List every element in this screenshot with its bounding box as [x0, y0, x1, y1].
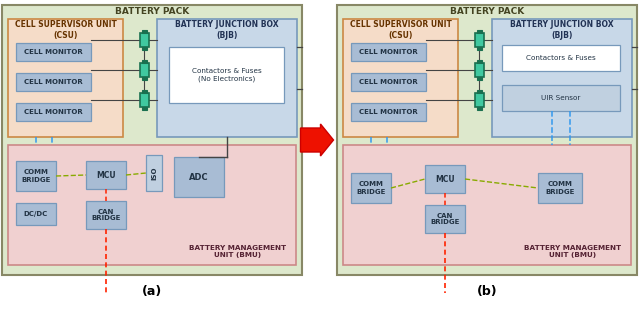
- Text: COMM
BRIDGE: COMM BRIDGE: [545, 182, 575, 195]
- FancyBboxPatch shape: [337, 5, 637, 275]
- Text: BATTERY MANAGEMENT
UNIT (BMU): BATTERY MANAGEMENT UNIT (BMU): [524, 245, 621, 258]
- FancyBboxPatch shape: [140, 93, 148, 107]
- FancyBboxPatch shape: [8, 19, 123, 137]
- FancyBboxPatch shape: [477, 90, 481, 93]
- Text: BATTERY MANAGEMENT
UNIT (BMU): BATTERY MANAGEMENT UNIT (BMU): [189, 245, 287, 258]
- FancyBboxPatch shape: [492, 19, 632, 137]
- Text: COMM
BRIDGE: COMM BRIDGE: [356, 182, 386, 195]
- Text: CELL MONITOR: CELL MONITOR: [359, 49, 418, 55]
- Text: BATTERY JUNCTION BOX
(BJB): BATTERY JUNCTION BOX (BJB): [510, 20, 614, 40]
- FancyBboxPatch shape: [16, 73, 91, 91]
- Text: (a): (a): [142, 285, 162, 298]
- FancyBboxPatch shape: [141, 47, 147, 50]
- Text: CAN
BRIDGE: CAN BRIDGE: [430, 212, 460, 225]
- Text: ADC: ADC: [189, 172, 209, 182]
- FancyBboxPatch shape: [140, 33, 148, 47]
- FancyBboxPatch shape: [141, 90, 147, 93]
- FancyBboxPatch shape: [502, 45, 620, 71]
- FancyBboxPatch shape: [141, 107, 147, 110]
- Text: (b): (b): [477, 285, 497, 298]
- Text: CAN
BRIDGE: CAN BRIDGE: [92, 209, 121, 222]
- Text: BATTERY JUNCTION BOX
(BJB): BATTERY JUNCTION BOX (BJB): [175, 20, 279, 40]
- FancyArrow shape: [301, 124, 333, 156]
- Text: CELL MONITOR: CELL MONITOR: [24, 109, 83, 115]
- FancyBboxPatch shape: [16, 203, 56, 225]
- FancyBboxPatch shape: [343, 19, 458, 137]
- FancyBboxPatch shape: [169, 47, 284, 103]
- FancyBboxPatch shape: [351, 103, 426, 121]
- FancyBboxPatch shape: [477, 107, 481, 110]
- Text: CELL MONITOR: CELL MONITOR: [359, 79, 418, 85]
- FancyBboxPatch shape: [2, 5, 302, 275]
- FancyBboxPatch shape: [477, 47, 481, 50]
- Text: CELL MONITOR: CELL MONITOR: [24, 79, 83, 85]
- Text: MCU: MCU: [435, 175, 455, 183]
- FancyBboxPatch shape: [141, 60, 147, 63]
- FancyBboxPatch shape: [174, 157, 224, 197]
- FancyBboxPatch shape: [538, 173, 582, 203]
- Text: UIR Sensor: UIR Sensor: [541, 95, 580, 101]
- FancyBboxPatch shape: [343, 145, 631, 265]
- FancyBboxPatch shape: [86, 201, 126, 229]
- FancyBboxPatch shape: [140, 63, 148, 77]
- FancyBboxPatch shape: [8, 145, 296, 265]
- FancyBboxPatch shape: [16, 161, 56, 191]
- Text: CELL SUPERVISOR UNIT
(CSU): CELL SUPERVISOR UNIT (CSU): [349, 20, 451, 40]
- Text: CELL SUPERVISOR UNIT
(CSU): CELL SUPERVISOR UNIT (CSU): [15, 20, 116, 40]
- FancyBboxPatch shape: [474, 93, 483, 107]
- FancyBboxPatch shape: [86, 161, 126, 189]
- FancyBboxPatch shape: [351, 73, 426, 91]
- Text: BATTERY PACK: BATTERY PACK: [450, 8, 524, 17]
- Text: MCU: MCU: [96, 170, 116, 179]
- FancyBboxPatch shape: [351, 43, 426, 61]
- Text: Contactors & Fuses: Contactors & Fuses: [526, 55, 596, 61]
- FancyBboxPatch shape: [474, 63, 483, 77]
- FancyBboxPatch shape: [425, 205, 465, 233]
- FancyBboxPatch shape: [425, 165, 465, 193]
- Text: BATTERY PACK: BATTERY PACK: [115, 8, 189, 17]
- FancyBboxPatch shape: [477, 60, 481, 63]
- FancyBboxPatch shape: [474, 33, 483, 47]
- Text: CELL MONITOR: CELL MONITOR: [24, 49, 83, 55]
- FancyBboxPatch shape: [141, 30, 147, 33]
- FancyBboxPatch shape: [477, 77, 481, 80]
- FancyBboxPatch shape: [16, 103, 91, 121]
- Text: Contactors & Fuses
(No Electronics): Contactors & Fuses (No Electronics): [191, 68, 261, 82]
- Text: ISO: ISO: [151, 166, 157, 180]
- FancyBboxPatch shape: [351, 173, 391, 203]
- Text: CELL MONITOR: CELL MONITOR: [359, 109, 418, 115]
- FancyBboxPatch shape: [157, 19, 297, 137]
- Text: DC/DC: DC/DC: [24, 211, 48, 217]
- FancyBboxPatch shape: [141, 77, 147, 80]
- FancyBboxPatch shape: [502, 85, 620, 111]
- FancyBboxPatch shape: [146, 155, 162, 191]
- Text: COMM
BRIDGE: COMM BRIDGE: [21, 169, 51, 183]
- FancyBboxPatch shape: [16, 43, 91, 61]
- FancyBboxPatch shape: [477, 30, 481, 33]
